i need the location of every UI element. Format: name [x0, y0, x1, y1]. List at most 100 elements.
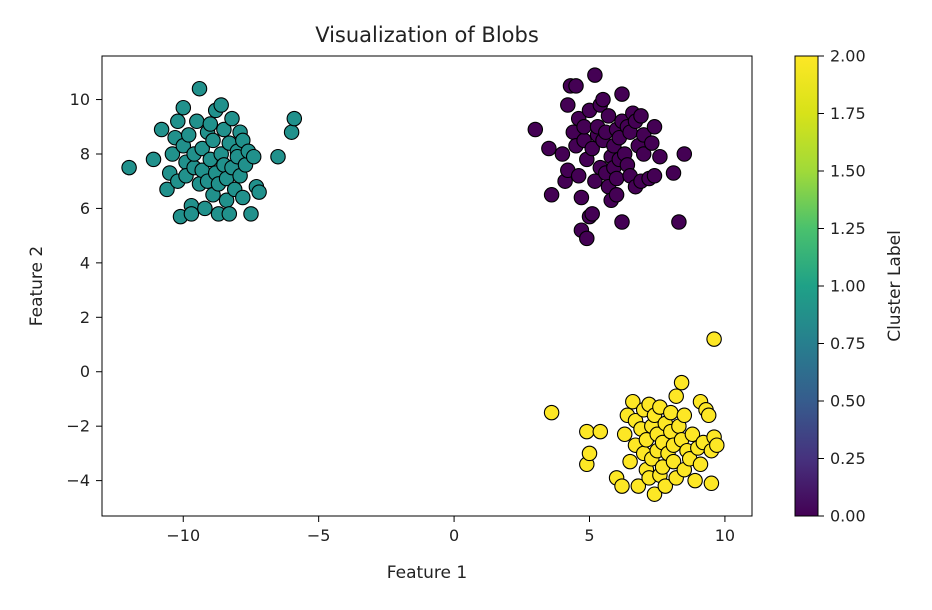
data-point-cluster-0 — [676, 146, 693, 162]
data-point-cluster-1 — [286, 110, 303, 127]
data-point-cluster-2 — [668, 388, 684, 404]
data-point-cluster-2 — [703, 475, 720, 492]
data-point-cluster-0 — [665, 165, 682, 181]
y-axis-label: Feature 2 — [27, 246, 47, 326]
chart-title: Visualization of Blobs — [315, 23, 539, 47]
data-point-cluster-0 — [644, 135, 660, 151]
data-point-cluster-1 — [159, 181, 175, 198]
data-point-cluster-1 — [224, 110, 240, 127]
data-point-cluster-2 — [614, 478, 630, 494]
y-tick-label: 10 — [70, 90, 90, 109]
data-point-cluster-2 — [625, 393, 641, 410]
data-point-cluster-0 — [652, 148, 668, 165]
data-point-cluster-2 — [581, 445, 598, 462]
data-point-cluster-1 — [243, 206, 259, 222]
y-tick-label: 6 — [80, 199, 90, 218]
data-point-cluster-2 — [579, 423, 595, 440]
data-point-cluster-1 — [197, 200, 213, 217]
colorbar-tick-label: 1.75 — [830, 104, 866, 123]
data-point-cluster-1 — [205, 132, 221, 149]
data-point-cluster-2 — [684, 426, 701, 443]
data-point-cluster-2 — [616, 426, 633, 443]
colorbar-tick-label: 1.50 — [830, 162, 866, 181]
data-point-cluster-0 — [646, 119, 663, 135]
data-point-cluster-2 — [646, 486, 663, 502]
data-point-cluster-2 — [622, 453, 638, 470]
data-point-cluster-2 — [665, 453, 682, 470]
data-point-cluster-1 — [175, 99, 192, 116]
x-tick-label: 5 — [584, 526, 594, 545]
data-point-cluster-0 — [587, 173, 603, 189]
y-tick-label: 2 — [80, 308, 90, 327]
colorbar-tick-label: 2.00 — [830, 47, 866, 66]
data-point-cluster-1 — [283, 124, 300, 140]
data-point-cluster-1 — [270, 148, 286, 165]
data-point-cluster-0 — [635, 146, 652, 162]
colorbar-tick-label: 0.00 — [830, 507, 866, 526]
colorbar-ticks: 0.00 0.25 0.50 0.75 1.00 1.25 1.50 1.75 2.00 — [818, 47, 866, 526]
data-point-cluster-2 — [630, 478, 647, 494]
data-point-cluster-0 — [646, 168, 663, 184]
data-point-cluster-1 — [170, 113, 186, 130]
data-point-cluster-0 — [584, 206, 600, 222]
data-point-cluster-0 — [608, 187, 625, 203]
y-tick-label: −4 — [66, 471, 90, 490]
data-point-cluster-0 — [576, 119, 592, 135]
data-point-cluster-0 — [527, 121, 544, 138]
y-tick-label: 0 — [80, 362, 90, 381]
colorbar-tick-label: 0.75 — [830, 334, 866, 353]
data-point-cluster-0 — [595, 91, 611, 108]
data-point-cluster-0 — [570, 168, 587, 184]
data-point-cluster-2 — [706, 331, 722, 347]
data-point-cluster-2 — [692, 456, 709, 473]
data-point-cluster-2 — [657, 478, 674, 494]
data-point-cluster-2 — [543, 404, 560, 421]
data-point-cluster-0 — [584, 140, 600, 157]
plot-frame — [101, 55, 753, 517]
data-point-cluster-1 — [189, 113, 205, 130]
y-tick-label: 8 — [80, 144, 90, 163]
data-point-cluster-1 — [183, 206, 200, 222]
data-point-cluster-1 — [121, 159, 137, 176]
colorbar-tick-label: 0.25 — [830, 449, 866, 468]
y-axis: −4 −2 0 2 4 6 8 10 — [66, 90, 102, 490]
data-point-cluster-0 — [560, 97, 576, 113]
data-point-cluster-1 — [164, 146, 181, 162]
data-point-cluster-0 — [573, 189, 590, 206]
data-point-cluster-0 — [541, 140, 557, 157]
x-tick-label: 0 — [449, 526, 459, 545]
colorbar-tick-label: 1.00 — [830, 277, 866, 296]
data-point-cluster-1 — [216, 121, 232, 138]
x-tick-label: −5 — [307, 526, 331, 545]
data-point-cluster-1 — [153, 121, 170, 138]
data-point-cluster-0 — [579, 230, 595, 247]
data-point-cluster-2 — [676, 407, 693, 424]
data-point-cluster-2 — [687, 472, 703, 489]
data-point-cluster-2 — [592, 423, 609, 440]
colorbar-tick-label: 1.25 — [830, 219, 866, 238]
data-point-cluster-0 — [587, 67, 603, 83]
data-point-cluster-0 — [543, 187, 560, 203]
data-point-cluster-1 — [202, 116, 219, 132]
data-point-cluster-1 — [235, 189, 251, 206]
data-point-cluster-2 — [709, 437, 725, 453]
data-point-cluster-0 — [614, 214, 630, 230]
x-axis: −10 −5 0 5 10 — [166, 516, 735, 545]
data-point-cluster-1 — [213, 97, 229, 113]
x-tick-label: −10 — [166, 526, 200, 545]
y-tick-label: 4 — [80, 253, 90, 272]
data-point-cluster-2 — [663, 404, 679, 421]
colorbar — [794, 55, 819, 517]
data-point-cluster-1 — [251, 184, 267, 200]
data-point-cluster-0 — [671, 214, 687, 230]
data-point-cluster-1 — [180, 127, 197, 143]
data-point-cluster-2 — [673, 374, 690, 391]
data-point-cluster-1 — [145, 151, 162, 168]
data-point-cluster-0 — [633, 108, 649, 124]
data-point-cluster-0 — [554, 146, 571, 162]
points-layer — [121, 67, 725, 502]
y-tick-label: −2 — [66, 417, 90, 436]
data-point-cluster-2 — [700, 407, 717, 424]
